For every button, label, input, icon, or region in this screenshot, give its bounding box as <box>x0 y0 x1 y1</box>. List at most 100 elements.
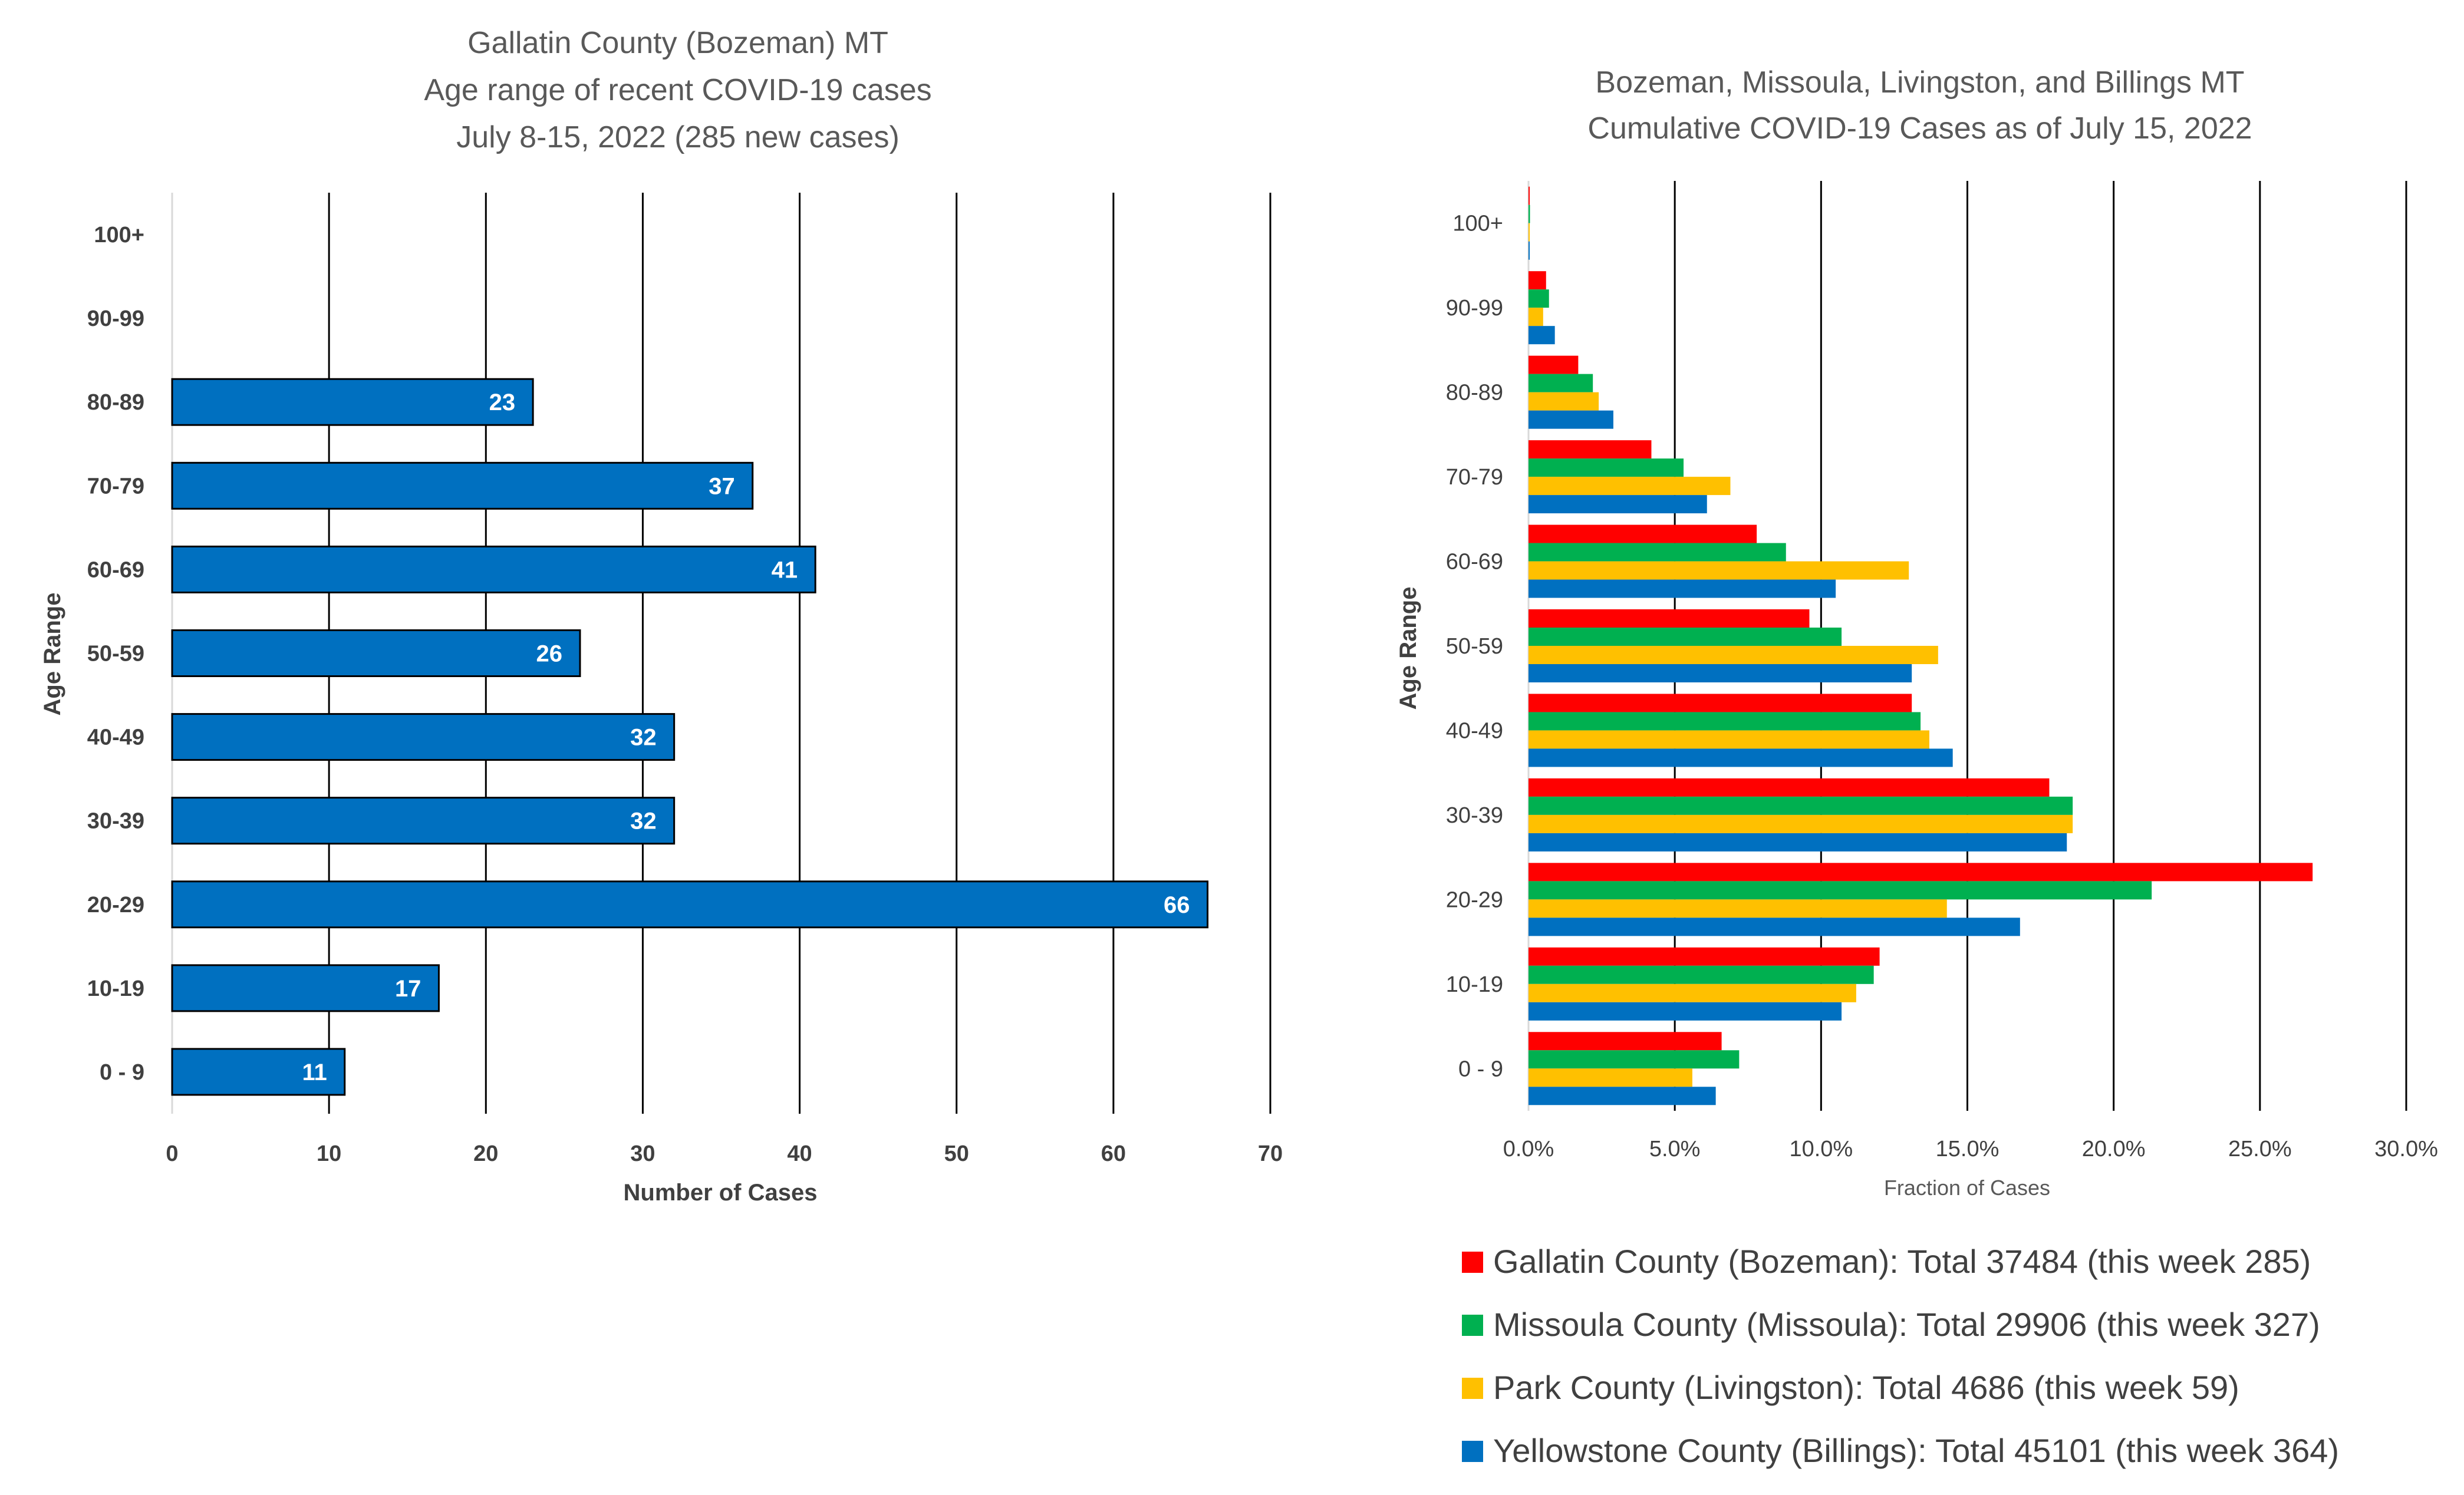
chart1-data-label-0-9: 11 <box>302 1060 327 1085</box>
chart1-x-tick-30: 30 <box>630 1141 655 1166</box>
chart1-x-tick-labels: 0 10 20 30 40 50 60 70 <box>166 1141 1283 1166</box>
chart1-category-70-79: 70-79 <box>87 474 144 499</box>
chart2-x-tick-30-0: 30.0% <box>2374 1137 2438 1161</box>
chart2-bar-70-79-s4 <box>1529 495 1707 514</box>
chart2-bar-90-99-s3 <box>1529 308 1543 326</box>
chart1-data-label-30-39: 32 <box>630 808 657 834</box>
chart1-title-line2: Age range of recent COVID-19 cases <box>424 73 931 107</box>
chart2-legend-label-3: Park County (Livingston): Total 4686 (th… <box>1493 1369 2239 1406</box>
chart1-data-label-10-19: 17 <box>395 976 421 1002</box>
chart2-bar-60-69-s2 <box>1529 543 1786 562</box>
chart2-bar-40-49-s3 <box>1529 730 1929 749</box>
chart2-x-tick-0-0: 0.0% <box>1503 1137 1554 1161</box>
chart2-bar-40-49-s4 <box>1529 748 1953 767</box>
chart2-category-90-99: 90-99 <box>1446 296 1503 321</box>
chart2-legend-swatch-1 <box>1462 1252 1483 1273</box>
chart1-x-tick-10: 10 <box>317 1141 341 1166</box>
chart2-y-axis-label: Age Range <box>1395 587 1421 710</box>
chart1-bar-10-19 <box>171 964 440 1012</box>
chart1-bar-80-89 <box>171 378 534 426</box>
chart2-category-50-59: 50-59 <box>1446 634 1503 659</box>
chart2-legend: Gallatin County (Bozeman): Total 37484 (… <box>1462 1243 2339 1469</box>
chart1-category-labels: 0 - 9 10-19 20-29 30-39 40-49 50-59 60-69 70-79… <box>87 223 144 1085</box>
chart2-category-labels: 0 - 9 10-19 20-29 30-39 40-49 50-59 60-69 70-79… <box>1446 212 1503 1082</box>
chart2-bar-50-59-s3 <box>1529 646 1938 664</box>
chart1-category-100: 100+ <box>94 223 144 247</box>
chart1-title-line3: July 8-15, 2022 (285 new cases) <box>456 120 900 154</box>
chart1-x-tick-50: 50 <box>944 1141 969 1166</box>
chart2-bar-30-39-s1 <box>1529 778 2050 797</box>
chart2-bars <box>1529 186 2313 1105</box>
chart2-bar-70-79-s1 <box>1529 440 1652 459</box>
chart2-bar-0-9-s1 <box>1529 1032 1722 1051</box>
chart1-y-axis-label: Age Range <box>39 593 65 716</box>
chart2-bar-0-9-s2 <box>1529 1050 1740 1069</box>
chart2-bar-100-s4 <box>1529 241 1530 260</box>
chart2-bar-10-19-s4 <box>1529 1002 1842 1021</box>
chart2-bar-100-s2 <box>1529 204 1530 223</box>
chart2-bar-10-19-s2 <box>1529 965 1874 984</box>
gallatin-age-bar-chart: Gallatin County (Bozeman) MT Age range o… <box>39 26 1283 1206</box>
chart2-bar-50-59-s4 <box>1529 664 1912 682</box>
chart1-category-30-39: 30-39 <box>87 809 144 834</box>
chart2-bar-30-39-s3 <box>1529 814 2073 833</box>
chart2-x-tick-5-0: 5.0% <box>1649 1137 1701 1161</box>
chart2-bar-20-29-s4 <box>1529 918 2020 936</box>
chart1-data-label-50-59: 26 <box>536 641 562 667</box>
chart2-bar-80-89-s1 <box>1529 355 1579 374</box>
chart1-category-10-19: 10-19 <box>87 976 144 1001</box>
chart2-bar-80-89-s3 <box>1529 392 1599 411</box>
chart2-bar-80-89-s4 <box>1529 410 1613 429</box>
chart2-bar-60-69-s3 <box>1529 561 1909 580</box>
chart2-bar-30-39-s2 <box>1529 796 2073 815</box>
chart1-x-tick-70: 70 <box>1258 1141 1283 1166</box>
chart1-category-60-69: 60-69 <box>87 557 144 582</box>
chart2-bar-100-s1 <box>1529 186 1530 205</box>
chart2-category-80-89: 80-89 <box>1446 381 1503 405</box>
chart2-bar-50-59-s2 <box>1529 628 1842 646</box>
chart1-x-tick-0: 0 <box>166 1141 178 1166</box>
chart2-bar-60-69-s4 <box>1529 579 1836 598</box>
chart2-bar-70-79-s2 <box>1529 458 1684 477</box>
chart2-bar-90-99-s2 <box>1529 289 1549 308</box>
chart2-legend-label-1: Gallatin County (Bozeman): Total 37484 (… <box>1493 1243 2311 1280</box>
chart2-x-tick-10-0: 10.0% <box>1789 1137 1853 1161</box>
chart1-data-label-80-89: 23 <box>489 390 516 415</box>
chart2-category-60-69: 60-69 <box>1446 550 1503 575</box>
chart2-legend-swatch-4 <box>1462 1441 1483 1462</box>
chart2-bar-20-29-s2 <box>1529 881 2152 900</box>
chart1-bar-0-9 <box>171 1048 346 1096</box>
chart2-bar-50-59-s1 <box>1529 609 1810 628</box>
chart2-bar-30-39-s4 <box>1529 833 2067 852</box>
chart1-category-0-9: 0 - 9 <box>100 1060 144 1085</box>
chart1-bar-40-49 <box>171 713 676 761</box>
chart2-x-tick-15-0: 15.0% <box>1936 1137 1999 1161</box>
chart2-bar-10-19-s1 <box>1529 947 1880 966</box>
chart1-data-label-40-49: 32 <box>630 725 657 751</box>
chart2-x-tick-labels: 0.0% 5.0% 10.0% 15.0% 20.0% 25.0% 30.0% <box>1503 1137 2438 1161</box>
four-county-cumulative-bar-chart: Bozeman, Missoula, Livingston, and Billi… <box>1395 65 2438 1469</box>
chart2-bar-20-29-s1 <box>1529 863 2313 882</box>
chart1-category-90-99: 90-99 <box>87 306 144 331</box>
chart2-category-70-79: 70-79 <box>1446 465 1503 490</box>
chart2-x-tick-20-0: 20.0% <box>2082 1137 2146 1161</box>
chart2-legend-label-4: Yellowstone County (Billings): Total 451… <box>1493 1432 2339 1469</box>
chart2-bar-40-49-s2 <box>1529 712 1921 731</box>
chart2-bar-80-89-s2 <box>1529 374 1593 392</box>
chart1-bar-20-29 <box>171 880 1209 929</box>
chart1-category-80-89: 80-89 <box>87 390 144 415</box>
chart1-x-tick-20: 20 <box>473 1141 498 1166</box>
chart1-data-label-70-79: 37 <box>709 473 735 499</box>
chart1-x-tick-60: 60 <box>1101 1141 1126 1166</box>
chart2-bar-0-9-s4 <box>1529 1087 1716 1105</box>
chart1-category-40-49: 40-49 <box>87 725 144 750</box>
chart2-bar-90-99-s1 <box>1529 271 1546 290</box>
chart2-bar-100-s3 <box>1529 223 1530 242</box>
chart1-bar-30-39 <box>171 797 676 845</box>
chart2-x-axis-label: Fraction of Cases <box>1884 1176 2050 1200</box>
chart2-legend-label-2: Missoula County (Missoula): Total 29906 … <box>1493 1306 2320 1343</box>
chart2-category-20-29: 20-29 <box>1446 887 1503 912</box>
chart2-category-100: 100+ <box>1452 212 1503 236</box>
chart2-bar-90-99-s4 <box>1529 326 1555 345</box>
